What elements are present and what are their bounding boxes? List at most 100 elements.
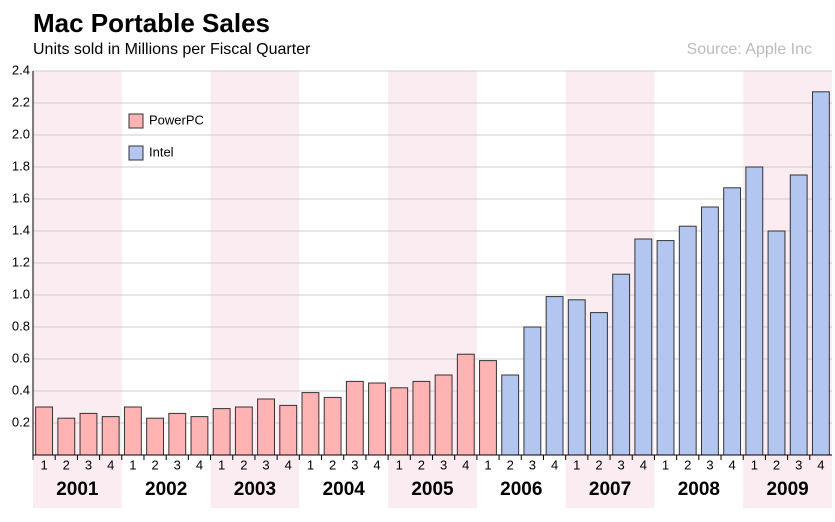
x-tick-label: 2 — [684, 457, 691, 472]
x-tick-label: 4 — [729, 457, 736, 472]
x-tick-label: 1 — [751, 457, 758, 472]
bar — [123, 406, 142, 456]
x-tick-label: 1 — [484, 457, 491, 472]
x-tick-label: 4 — [817, 457, 824, 472]
bar — [656, 240, 675, 456]
year-label: 2001 — [56, 479, 99, 500]
x-tick-label: 2 — [418, 457, 425, 472]
x-tick-label: 2 — [240, 457, 247, 472]
y-tick-label: 1.6 — [12, 190, 30, 205]
legend-label: Intel — [149, 144, 174, 159]
x-tick-label: 3 — [440, 457, 447, 472]
x-tick-label: 3 — [85, 457, 92, 472]
y-tick-label: 2.0 — [12, 126, 30, 141]
bar — [789, 174, 808, 456]
bar — [257, 398, 275, 456]
bar — [523, 326, 542, 456]
x-tick-label: 1 — [573, 457, 580, 472]
bar — [767, 230, 786, 456]
x-tick-label: 4 — [462, 457, 469, 472]
year-label: 2003 — [234, 479, 276, 500]
bar — [434, 374, 453, 456]
year-label: 2006 — [500, 479, 542, 500]
bar — [168, 412, 187, 456]
bar — [368, 382, 386, 456]
bar — [412, 380, 431, 456]
x-tick-label: 2 — [507, 457, 514, 472]
year-label: 2002 — [145, 479, 187, 500]
x-tick-label: 2 — [63, 457, 70, 472]
bar — [190, 416, 209, 456]
y-tick-label: 1.4 — [12, 222, 30, 237]
x-tick-label: 3 — [174, 457, 181, 472]
legend-swatch — [128, 145, 144, 161]
y-tick-label: 2.4 — [12, 62, 30, 77]
source: Source: Apple Inc — [687, 41, 812, 58]
bar — [545, 296, 564, 456]
y-tick-label: 0.8 — [12, 318, 30, 333]
bar — [35, 406, 54, 456]
x-tick-label: 2 — [773, 457, 780, 472]
x-tick-label: 3 — [795, 457, 802, 472]
bar — [57, 417, 76, 456]
bar — [345, 380, 364, 456]
x-tick-label: 3 — [706, 457, 713, 472]
y-tick-label: 0.4 — [12, 382, 30, 397]
bar — [634, 238, 653, 456]
bar — [700, 206, 719, 456]
y-tick-label: 1.0 — [12, 286, 30, 301]
x-tick-label: 1 — [129, 457, 136, 472]
bar — [612, 273, 631, 456]
bar — [101, 416, 120, 456]
chart-title: Mac Portable Sales — [33, 8, 270, 38]
bar — [590, 312, 608, 456]
x-tick-label: 2 — [329, 457, 336, 472]
legend-swatch — [128, 113, 144, 129]
chart-subtitle: Units sold in Millions per Fiscal Quarte… — [33, 41, 311, 58]
x-tick-label: 4 — [373, 457, 380, 472]
bar — [279, 404, 298, 456]
x-tick-label: 4 — [285, 457, 292, 472]
x-tick-label: 3 — [529, 457, 536, 472]
year-label: 2007 — [589, 479, 631, 500]
bar — [456, 353, 475, 456]
x-tick-label: 2 — [151, 457, 158, 472]
y-tick-label: 2.2 — [12, 94, 30, 109]
bar — [234, 406, 253, 456]
x-tick-label: 4 — [551, 457, 558, 472]
year-label: 2009 — [766, 479, 808, 500]
year-label: 2008 — [678, 479, 720, 500]
bar — [323, 396, 342, 456]
x-tick-label: 1 — [40, 457, 47, 472]
bar — [79, 412, 98, 456]
bar — [146, 417, 165, 456]
x-tick-label: 4 — [196, 457, 203, 472]
y-tick-label: 0.6 — [12, 350, 30, 365]
x-tick-label: 1 — [307, 457, 314, 472]
x-tick-label: 4 — [107, 457, 114, 472]
bar — [301, 392, 320, 456]
y-tick-label: 1.2 — [12, 254, 30, 269]
x-tick-label: 3 — [351, 457, 358, 472]
bar — [567, 299, 586, 456]
year-label: 2005 — [411, 479, 454, 500]
bar — [479, 360, 497, 456]
bar — [811, 91, 830, 456]
bar — [390, 387, 409, 456]
x-tick-label: 3 — [262, 457, 269, 472]
y-tick-label: 0.2 — [12, 414, 30, 429]
x-tick-label: 3 — [618, 457, 625, 472]
bar — [745, 166, 764, 456]
bar — [723, 187, 742, 456]
legend-label: PowerPC — [149, 112, 204, 127]
x-tick-label: 1 — [218, 457, 225, 472]
x-tick-label: 1 — [396, 457, 403, 472]
y-tick-label: 1.8 — [12, 158, 30, 173]
x-tick-label: 4 — [640, 457, 647, 472]
x-tick-label: 2 — [595, 457, 602, 472]
bar — [212, 408, 231, 456]
bar — [501, 374, 520, 456]
year-label: 2004 — [323, 479, 366, 500]
